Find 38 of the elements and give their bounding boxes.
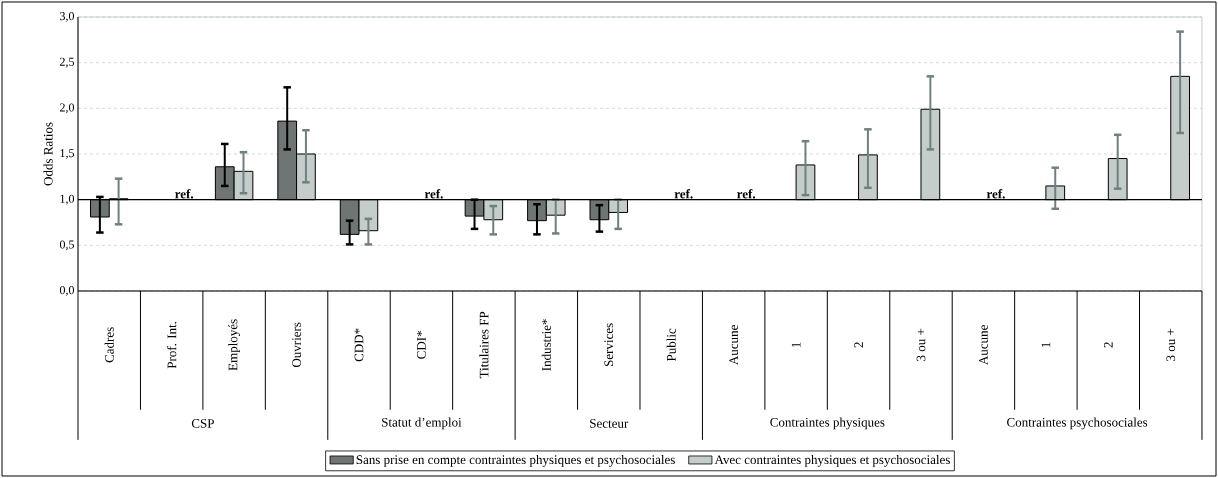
text: Contraintes physiques <box>770 417 885 430</box>
y-tick-label: 1,5 <box>60 149 75 159</box>
annotation: ref. <box>424 189 443 199</box>
x-tick-label: Prof. Int. <box>167 321 177 369</box>
x-tick-label: 2 <box>1104 342 1113 348</box>
x-tick-label: Ouvriers <box>292 322 301 368</box>
annotation: ref. <box>175 189 194 199</box>
y-axis-title: Odds Ratios <box>43 122 53 186</box>
x-tick-label: Titulaires FP <box>479 311 489 379</box>
x-tick-label: 3 ou + <box>1166 328 1176 361</box>
x-tick-label: CDD* <box>354 328 364 362</box>
x-tick-label: 1 <box>1041 342 1051 347</box>
x-tick-label: CDI* <box>417 331 426 359</box>
annotation: ref. <box>674 189 693 199</box>
y-tick-label: 2,5 <box>60 57 75 68</box>
y-tick-label: 2,0 <box>60 103 75 114</box>
text: Statut d’emploi <box>382 417 462 430</box>
annotation: ref. <box>737 189 756 199</box>
x-tick-label: Employés <box>228 319 241 371</box>
x-tick-label: Services <box>604 323 614 367</box>
y-tick-label: 0,5 <box>59 240 75 251</box>
text: Secteur <box>590 419 629 428</box>
x-tick-label: Aucune <box>979 325 988 365</box>
x-tick-label: 3 ou + <box>916 328 926 361</box>
y-tick-label: 0,0 <box>59 286 75 296</box>
x-tick-label: 1 <box>791 342 801 347</box>
x-tick-label: Industrie* <box>541 319 551 371</box>
text: Contraintes psychosociales <box>1007 417 1148 430</box>
x-tick-label: Public <box>666 328 676 362</box>
legend-label: Avec contraintes physiques et psychosociales <box>714 454 950 467</box>
legend-label: Sans prise en compte contraintes physiques et psychosociales <box>356 454 675 467</box>
y-tick-label: 1,0 <box>60 194 75 205</box>
x-tick-label: 2 <box>854 342 863 348</box>
y-tick-label: 3,0 <box>60 12 75 22</box>
x-tick-label: Cadres <box>104 327 114 363</box>
text: CSP <box>191 419 214 428</box>
x-tick-label: Aucune <box>729 325 739 365</box>
annotation: ref. <box>986 189 1005 199</box>
